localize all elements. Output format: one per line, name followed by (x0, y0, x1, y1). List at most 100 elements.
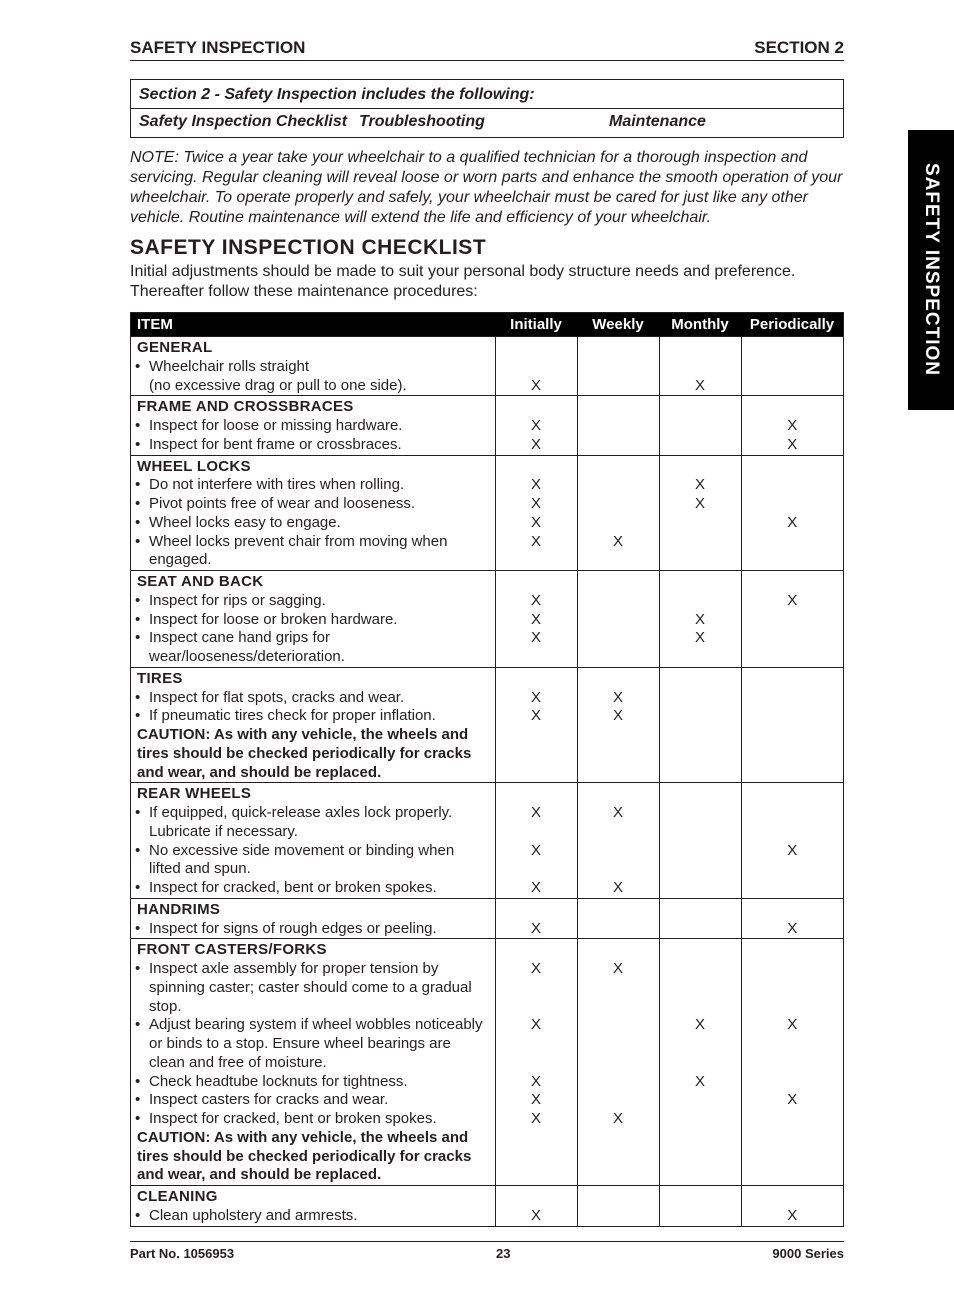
table-header-row: ITEM Initially Weekly Monthly Periodical… (131, 313, 844, 337)
check-cell (659, 960, 741, 1016)
section-overview-box: Section 2 - Safety Inspection includes t… (130, 79, 844, 138)
section-title: REAR WHEELS (137, 783, 489, 804)
check-cell: X (495, 1091, 577, 1110)
item-text: Inspect for loose or missing hardware. (149, 417, 489, 436)
bullet-icon: • (135, 960, 149, 1016)
item-text: Wheel locks easy to engage. (149, 514, 489, 533)
check-cell (741, 898, 844, 919)
check-cell (659, 455, 741, 476)
check-cell (495, 939, 577, 960)
check-cell (495, 455, 577, 476)
overview-item: Safety Inspection Checklist (139, 113, 359, 131)
check-cell (659, 1110, 741, 1129)
bullet-icon: • (135, 920, 149, 939)
check-cell (659, 533, 741, 571)
check-cell (577, 592, 659, 611)
check-cell (577, 1091, 659, 1110)
check-cell (577, 436, 659, 455)
check-cell (741, 1186, 844, 1207)
check-cell: X (659, 495, 741, 514)
check-cell (495, 337, 577, 358)
check-cell: X (495, 514, 577, 533)
overview-item: Troubleshooting (359, 113, 609, 131)
check-cell: X (495, 879, 577, 898)
item-text: No excessive side movement or binding wh… (149, 842, 489, 880)
check-cell: X (577, 533, 659, 571)
check-cell (577, 939, 659, 960)
check-cell: X (495, 533, 577, 571)
check-cell (577, 455, 659, 476)
check-cell (495, 667, 577, 688)
check-cell (741, 629, 844, 667)
col-initially: Initially (495, 313, 577, 337)
overview-items: Safety Inspection Checklist Troubleshoot… (131, 109, 843, 137)
item-text: Inspect for rips or sagging. (149, 592, 489, 611)
bullet-icon: • (135, 476, 149, 495)
check-cell (741, 571, 844, 592)
caution-row: CAUTION: As with any vehicle, the wheels… (131, 726, 844, 783)
check-cell: X (659, 377, 741, 396)
check-cell (577, 667, 659, 688)
check-cell (577, 417, 659, 436)
section-row: HANDRIMS (131, 898, 844, 919)
check-cell (741, 396, 844, 417)
check-cell (741, 1129, 844, 1186)
bullet-icon: • (135, 879, 149, 898)
check-cell: X (495, 689, 577, 708)
item-text: Inspect for signs of rough edges or peel… (149, 920, 489, 939)
section-row: CLEANING (131, 1186, 844, 1207)
bullet-icon: • (135, 1207, 149, 1226)
item-text: Inspect casters for cracks and wear. (149, 1091, 489, 1110)
check-cell (659, 571, 741, 592)
check-cell: X (577, 879, 659, 898)
check-cell (659, 358, 741, 377)
item-text: Inspect for cracked, bent or broken spok… (149, 1110, 489, 1129)
checklist-title: SAFETY INSPECTION CHECKLIST (130, 236, 844, 260)
check-cell: X (495, 592, 577, 611)
caution-text: CAUTION: As with any vehicle, the wheels… (131, 1129, 496, 1186)
check-cell: X (495, 1110, 577, 1129)
check-cell (577, 1016, 659, 1072)
check-cell (659, 689, 741, 708)
section-row: REAR WHEELS (131, 783, 844, 804)
check-cell (577, 377, 659, 396)
check-cell: X (495, 1016, 577, 1072)
bullet-icon: • (135, 417, 149, 436)
table-row: •Do not interfere with tires when rollin… (131, 476, 844, 495)
bullet-icon: • (135, 436, 149, 455)
section-row: FRONT CASTERS/FORKS (131, 939, 844, 960)
section-row: FRAME AND CROSSBRACES (131, 396, 844, 417)
item-text: Inspect for bent frame or crossbraces. (149, 436, 489, 455)
bullet-icon: • (135, 1110, 149, 1129)
check-cell (741, 455, 844, 476)
check-cell: X (659, 476, 741, 495)
check-cell (741, 960, 844, 1016)
item-text: Inspect for flat spots, cracks and wear. (149, 689, 489, 708)
check-cell (659, 1207, 741, 1226)
check-cell (741, 358, 844, 377)
check-cell (577, 611, 659, 630)
col-item: ITEM (131, 313, 496, 337)
bullet-icon: • (135, 804, 149, 842)
check-cell (659, 337, 741, 358)
col-weekly: Weekly (577, 313, 659, 337)
check-cell (741, 879, 844, 898)
bullet-icon: • (135, 1016, 149, 1072)
item-text: Do not interfere with tires when rolling… (149, 476, 489, 495)
item-text: Clean upholstery and armrests. (149, 1207, 489, 1226)
check-cell: X (659, 1016, 741, 1072)
check-cell (659, 396, 741, 417)
check-cell (495, 396, 577, 417)
check-cell: X (495, 377, 577, 396)
bullet-icon: • (135, 514, 149, 533)
bullet-icon: • (135, 358, 149, 377)
check-cell (741, 1110, 844, 1129)
check-cell (495, 726, 577, 783)
check-cell (659, 920, 741, 939)
check-cell (577, 514, 659, 533)
check-cell (577, 842, 659, 880)
item-text: Wheelchair rolls straight (149, 358, 489, 377)
check-cell (495, 783, 577, 804)
table-row: •Check headtube locknuts for tightness.X… (131, 1073, 844, 1092)
check-cell (741, 495, 844, 514)
